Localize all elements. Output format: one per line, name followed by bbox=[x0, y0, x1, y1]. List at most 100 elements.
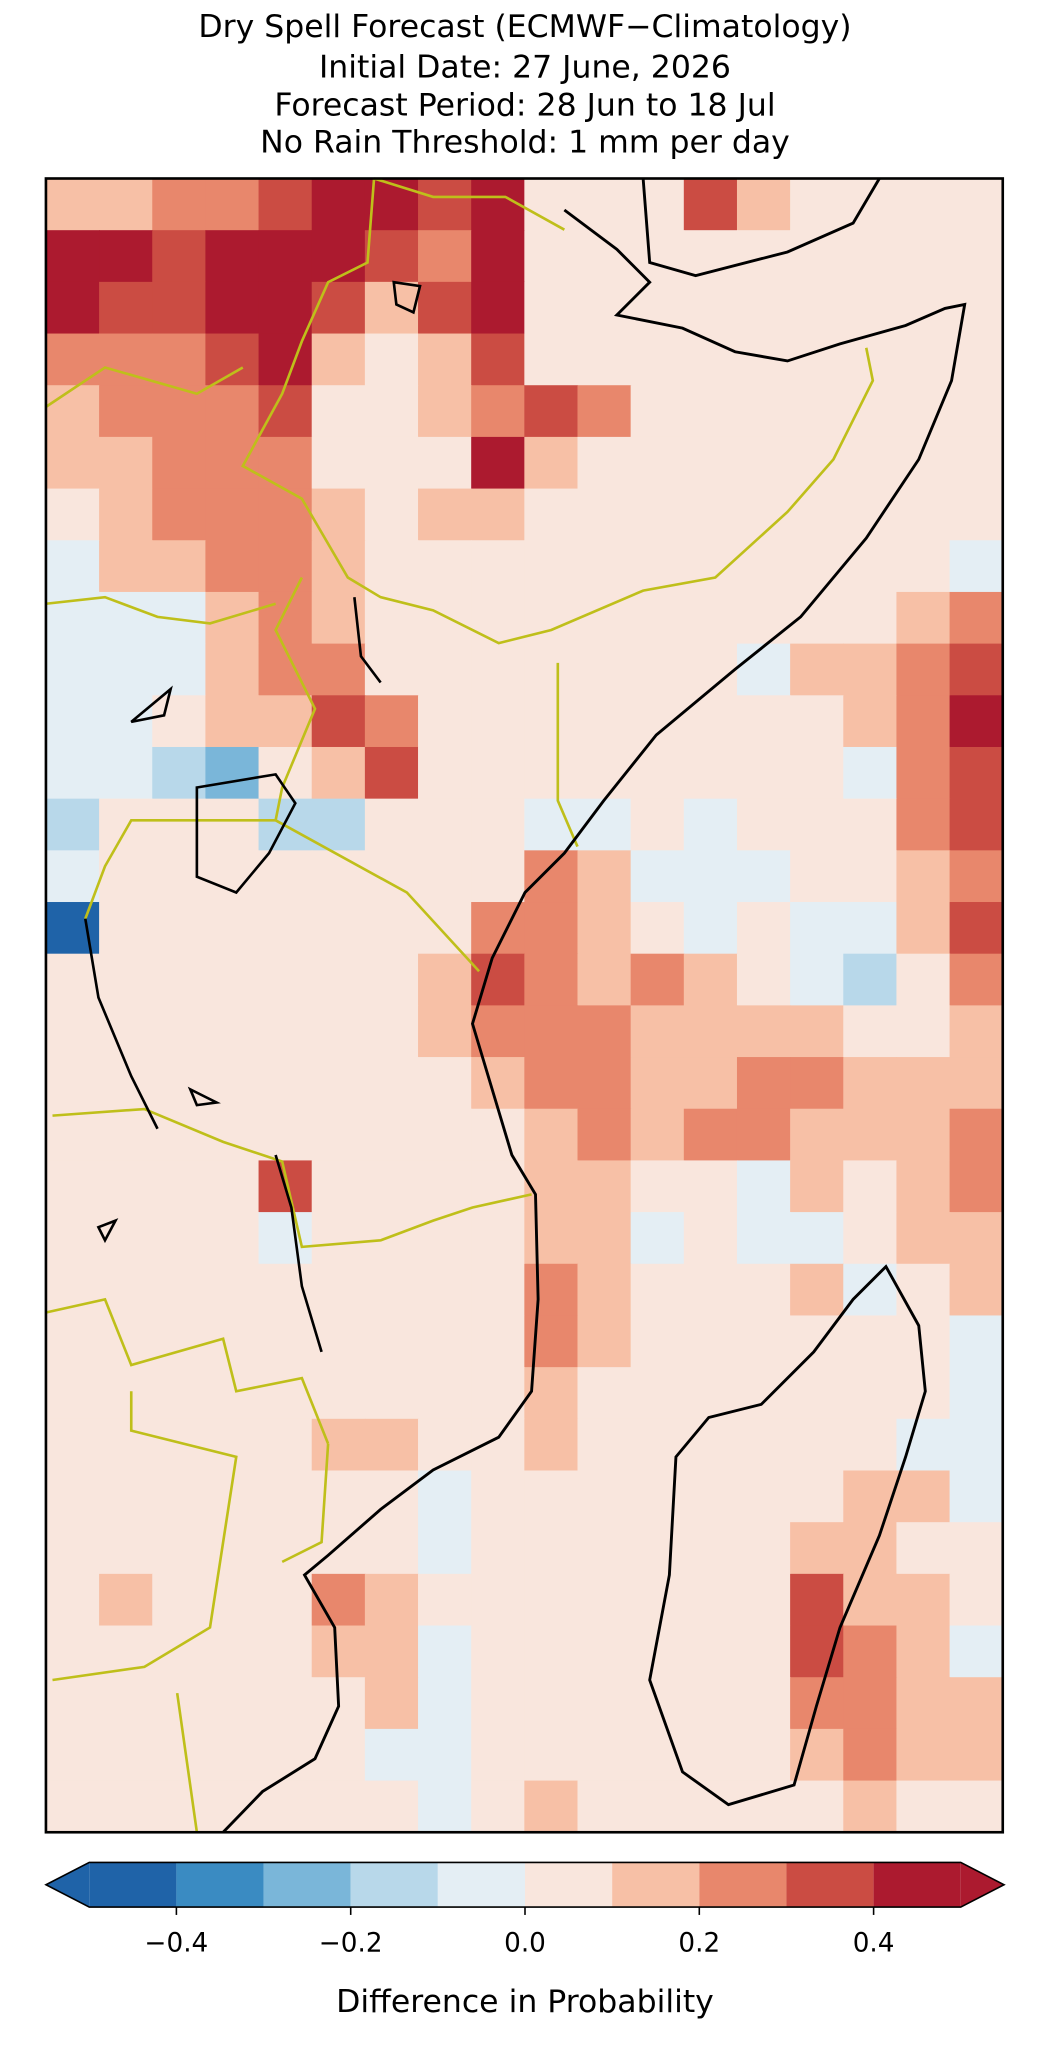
grid-cell bbox=[896, 1780, 951, 1833]
grid-cell bbox=[152, 1780, 207, 1833]
grid-cell bbox=[99, 1470, 153, 1523]
grid-cell bbox=[949, 230, 1004, 283]
grid-cell bbox=[99, 695, 153, 748]
grid-cells bbox=[45, 178, 1004, 1833]
grid-cell bbox=[896, 953, 951, 1007]
colorbar-swatch bbox=[525, 1862, 613, 1908]
grid-cell bbox=[418, 1418, 472, 1472]
grid-cell bbox=[683, 385, 738, 438]
grid-cell bbox=[577, 1522, 632, 1575]
grid-cell bbox=[577, 850, 632, 903]
grid-cell bbox=[152, 333, 207, 386]
grid-cell bbox=[311, 902, 366, 955]
grid-cell bbox=[364, 1212, 419, 1265]
grid-cell bbox=[99, 1160, 153, 1213]
grid-cell bbox=[736, 1677, 791, 1730]
grid-cell bbox=[683, 488, 738, 541]
grid-cell bbox=[524, 1418, 579, 1472]
grid-cell bbox=[45, 178, 100, 231]
colorbar-swatch bbox=[612, 1862, 700, 1908]
grid-cell bbox=[683, 1470, 738, 1523]
grid-cell bbox=[736, 591, 791, 645]
grid-cell bbox=[418, 1677, 472, 1730]
grid-cell bbox=[896, 385, 951, 438]
grid-cell bbox=[258, 591, 313, 645]
grid-cell bbox=[577, 333, 632, 386]
grid-cell bbox=[364, 1005, 419, 1058]
grid-cell bbox=[99, 643, 153, 696]
grid-cell bbox=[630, 1057, 685, 1110]
grid-cell bbox=[152, 1728, 207, 1782]
colorbar-swatch bbox=[89, 1862, 177, 1908]
grid-cell bbox=[630, 1212, 685, 1265]
grid-cell bbox=[311, 488, 366, 541]
grid-cell bbox=[736, 643, 791, 696]
grid-cell bbox=[258, 1677, 313, 1730]
grid-cell bbox=[843, 902, 898, 955]
grid-cell bbox=[843, 1677, 898, 1730]
grid-cell bbox=[258, 1625, 313, 1678]
grid-cell bbox=[577, 1315, 632, 1368]
grid-cell bbox=[896, 1057, 951, 1110]
grid-cell bbox=[683, 1573, 738, 1627]
colorbar-swatch bbox=[176, 1862, 264, 1908]
grid-cell bbox=[790, 1212, 844, 1265]
grid-cell bbox=[843, 1212, 898, 1265]
grid-cell bbox=[364, 1573, 419, 1627]
title-line: No Rain Threshold: 1 mm per day bbox=[260, 124, 790, 160]
grid-cell bbox=[311, 1263, 366, 1317]
grid-cell bbox=[364, 1057, 419, 1110]
grid-cell bbox=[577, 385, 632, 438]
grid-cell bbox=[99, 1677, 153, 1730]
grid-cell bbox=[949, 1418, 1004, 1472]
grid-cell bbox=[364, 230, 419, 283]
grid-cell bbox=[45, 281, 100, 335]
grid-cell bbox=[736, 953, 791, 1007]
grid-cell bbox=[843, 1780, 898, 1833]
grid-cell bbox=[736, 230, 791, 283]
grid-cell bbox=[736, 850, 791, 903]
grid-cell bbox=[577, 1677, 632, 1730]
grid-cell bbox=[99, 333, 153, 386]
grid-cell bbox=[949, 1367, 1004, 1420]
grid-cell bbox=[311, 281, 366, 335]
grid-cell bbox=[45, 1315, 100, 1368]
grid-cell bbox=[630, 1315, 685, 1368]
grid-cell bbox=[205, 1263, 260, 1317]
grid-cell bbox=[736, 1212, 791, 1265]
grid-cell bbox=[258, 281, 313, 335]
grid-cell bbox=[418, 798, 472, 851]
grid-cell bbox=[152, 643, 207, 696]
grid-cell bbox=[736, 1005, 791, 1058]
grid-cell bbox=[205, 436, 260, 490]
grid-cell bbox=[524, 1108, 579, 1162]
grid-cell bbox=[949, 1057, 1004, 1110]
grid-cell bbox=[843, 591, 898, 645]
grid-cell bbox=[949, 436, 1004, 490]
lake bbox=[84, 597, 382, 1353]
grid-cell bbox=[45, 1522, 100, 1575]
grid-cell bbox=[577, 1263, 632, 1317]
grid-cell bbox=[524, 1470, 579, 1523]
grid-cell bbox=[205, 643, 260, 696]
grid-cell bbox=[205, 540, 260, 593]
grid-cell bbox=[152, 1367, 207, 1420]
grid-cell bbox=[896, 1728, 951, 1782]
coastline bbox=[641, 177, 881, 278]
grid-cell bbox=[577, 746, 632, 800]
grid-cell bbox=[418, 488, 472, 541]
grid-cell bbox=[843, 1108, 898, 1162]
grid-cell bbox=[471, 1315, 525, 1368]
grid-cell bbox=[683, 695, 738, 748]
colorbar-swatch bbox=[699, 1862, 787, 1908]
grid-cell bbox=[364, 333, 419, 386]
grid-cell bbox=[471, 1625, 525, 1678]
grid-cell bbox=[364, 1522, 419, 1575]
grid-cell bbox=[99, 1005, 153, 1058]
grid-cell bbox=[205, 1677, 260, 1730]
grid-cell bbox=[258, 230, 313, 283]
grid-cell bbox=[45, 540, 100, 593]
grid-cell bbox=[524, 1522, 579, 1575]
colorbar-tick-label: −0.4 bbox=[145, 1929, 209, 1959]
grid-cell bbox=[258, 1315, 313, 1368]
